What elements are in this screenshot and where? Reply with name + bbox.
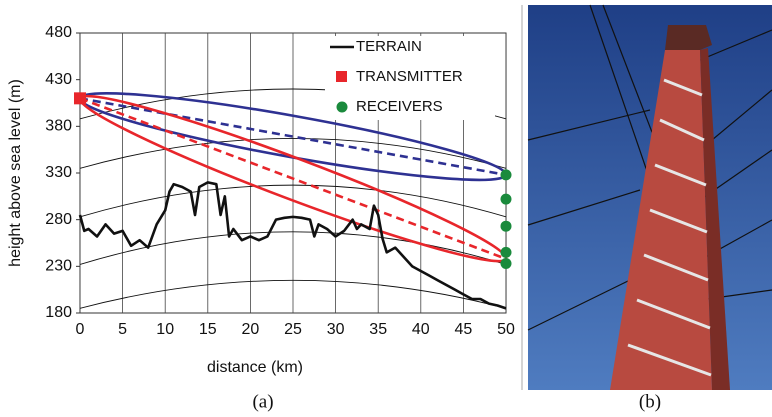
x-tick-label: 5 xyxy=(118,321,127,338)
x-tick-label: 25 xyxy=(284,321,302,338)
x-tick-label: 45 xyxy=(455,321,473,338)
legend-swatch xyxy=(337,102,348,113)
chart: distance (km) height above sea level (m)… xyxy=(0,0,772,417)
y-tick-label: 280 xyxy=(45,211,72,228)
legend-label: RECEIVERS xyxy=(356,98,443,115)
y-axis-label: height above sea level (m) xyxy=(7,79,24,267)
y-tick-label: 380 xyxy=(45,118,72,135)
y-tick-label: 330 xyxy=(45,164,72,181)
legend-label: TERRAIN xyxy=(356,38,422,55)
y-tick-label: 230 xyxy=(45,258,72,275)
x-tick-label: 50 xyxy=(497,321,515,338)
x-tick-label: 20 xyxy=(242,321,260,338)
legend-label: TRANSMITTER xyxy=(356,68,463,85)
receiver-marker xyxy=(501,169,512,180)
receiver-marker xyxy=(501,247,512,258)
x-axis-label: distance (km) xyxy=(207,359,303,376)
caption-b: (b) xyxy=(639,391,661,412)
tower-top xyxy=(665,25,712,50)
y-tick-label: 430 xyxy=(45,71,72,88)
x-tick-label: 0 xyxy=(76,321,85,338)
photo xyxy=(528,5,772,390)
x-tick-label: 10 xyxy=(156,321,174,338)
receiver-marker xyxy=(501,258,512,269)
x-tick-label: 40 xyxy=(412,321,430,338)
x-tick-label: 30 xyxy=(327,321,345,338)
y-tick-label: 480 xyxy=(45,24,72,41)
figure: distance (km) height above sea level (m)… xyxy=(0,0,772,417)
caption-a: (a) xyxy=(252,391,273,412)
legend-swatch xyxy=(336,71,347,82)
receiver-marker xyxy=(501,194,512,205)
transmitter-marker xyxy=(74,92,86,104)
x-tick-label: 35 xyxy=(369,321,387,338)
receiver-marker xyxy=(501,221,512,232)
y-tick-label: 180 xyxy=(45,304,72,321)
x-tick-label: 15 xyxy=(199,321,217,338)
